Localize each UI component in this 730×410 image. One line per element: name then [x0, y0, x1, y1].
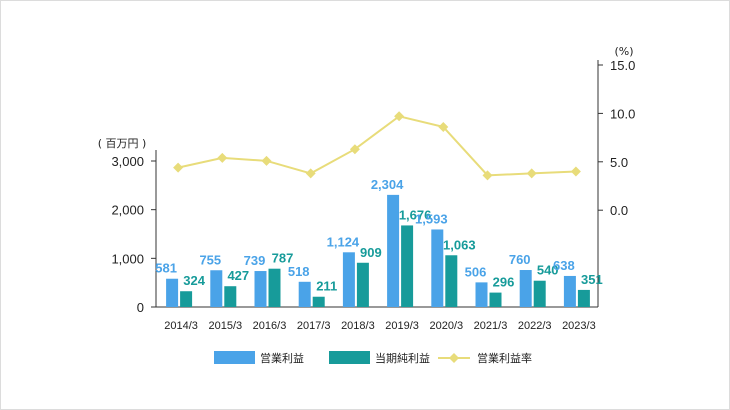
data-label-net-income: 211 [316, 279, 337, 294]
y-right-tick-label: 15.0 [610, 58, 635, 73]
legend-label-operating-profit: 営業利益 [260, 351, 304, 365]
line-point-operating-margin [217, 152, 228, 163]
x-tick-label: 2019/3 [385, 320, 419, 332]
line-point-operating-margin [570, 166, 581, 177]
line-point-operating-margin [349, 144, 360, 155]
bar-net-income [180, 291, 193, 307]
x-tick-label: 2016/3 [253, 320, 287, 332]
bar-net-income [577, 289, 590, 307]
data-label-operating-profit: 2,304 [371, 177, 404, 192]
line-series [173, 111, 581, 181]
bar-net-income [533, 280, 546, 307]
line-point-operating-margin [394, 111, 405, 122]
data-label-operating-profit: 506 [465, 264, 487, 279]
data-label-operating-profit: 755 [199, 252, 221, 267]
y-axis-right-ticks: 0.0 5.0 10.0 15.0 [598, 58, 635, 218]
legend-swatch-net-income [329, 351, 370, 364]
bar-operating-profit [563, 275, 576, 307]
legend-label-operating-margin: 営業利益率 [477, 351, 532, 365]
y-right-tick-label: 0.0 [610, 203, 628, 218]
data-label-net-income: 1,676 [399, 207, 432, 222]
data-label-operating-profit: 739 [244, 253, 266, 268]
x-tick-label: 2023/3 [562, 320, 596, 332]
bar-operating-profit [166, 278, 179, 307]
bar-net-income [401, 225, 414, 307]
data-label-operating-profit: 1,124 [327, 234, 360, 249]
data-label-net-income: 324 [183, 273, 205, 288]
x-tick-label: 2015/3 [208, 320, 242, 332]
legend-label-net-income: 当期純利益 [375, 351, 430, 365]
line-operating-margin [177, 115, 576, 177]
line-point-operating-margin [261, 155, 272, 166]
legend-swatch-operating-profit [214, 351, 255, 364]
bar-net-income [312, 296, 325, 307]
line-point-operating-margin [482, 170, 493, 181]
bar-net-income [356, 262, 369, 307]
x-tick-label: 2020/3 [429, 320, 463, 332]
y-left-tick-label: 3,000 [111, 154, 144, 169]
x-axis-ticks: 2014/3 2015/3 2016/3 2017/3 2018/3 2019/3 2020… [164, 320, 595, 332]
data-label-operating-profit: 638 [553, 258, 575, 273]
bar-net-income [268, 268, 281, 307]
y-left-tick-label: 0 [137, 300, 144, 315]
line-point-operating-margin [305, 168, 316, 179]
bar-operating-profit [431, 229, 444, 307]
data-label-net-income: 787 [272, 251, 294, 266]
bar-net-income [224, 286, 237, 307]
x-tick-label: 2014/3 [164, 320, 198, 332]
data-label-net-income: 351 [581, 272, 603, 287]
bar-series [166, 194, 590, 307]
bar-operating-profit [519, 270, 532, 307]
line-point-operating-margin [173, 162, 184, 173]
y-right-tick-label: 10.0 [610, 106, 635, 121]
data-label-operating-profit: 581 [155, 261, 177, 276]
data-label-net-income: 909 [360, 245, 382, 260]
x-tick-label: 2022/3 [518, 320, 552, 332]
data-label-net-income: 427 [227, 268, 249, 283]
bar-operating-profit [342, 252, 355, 307]
bar-operating-profit [298, 281, 311, 307]
legend-marker-operating-margin [449, 353, 459, 363]
data-label-net-income: 1,063 [443, 237, 476, 252]
line-point-operating-margin [526, 168, 537, 179]
y-left-tick-label: 1,000 [111, 251, 144, 266]
data-label-operating-profit: 518 [288, 264, 310, 279]
bar-operating-profit [387, 194, 400, 307]
data-label-operating-profit: 760 [509, 252, 531, 267]
data-label-net-income: 540 [537, 263, 559, 278]
y-left-tick-label: 2,000 [111, 203, 144, 218]
bar-net-income [445, 255, 458, 307]
x-tick-label: 2017/3 [297, 320, 331, 332]
data-label-operating-profit: 1,593 [415, 211, 448, 226]
y-axis-left-ticks: 0 1,000 2,000 3,000 [111, 154, 156, 315]
bar-operating-profit [254, 271, 267, 307]
bar-operating-profit [475, 282, 488, 307]
y-axis-left-unit: ( 百万円 ) [98, 137, 147, 150]
y-axis-right-unit: (%) [614, 45, 633, 58]
x-tick-label: 2021/3 [474, 320, 508, 332]
y-right-tick-label: 5.0 [610, 155, 628, 170]
bar-net-income [489, 292, 502, 307]
bar-operating-profit [210, 270, 223, 307]
data-label-net-income: 296 [493, 275, 515, 290]
line-point-operating-margin [438, 121, 449, 132]
x-tick-label: 2018/3 [341, 320, 375, 332]
legend: 営業利益 当期純利益 営業利益率 [214, 351, 532, 365]
